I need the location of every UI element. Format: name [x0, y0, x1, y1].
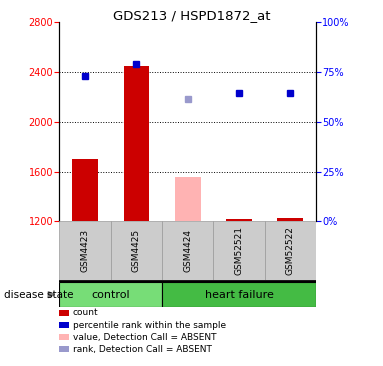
- Text: percentile rank within the sample: percentile rank within the sample: [73, 321, 226, 329]
- Text: rank, Detection Call = ABSENT: rank, Detection Call = ABSENT: [73, 345, 212, 354]
- Bar: [59, 221, 111, 280]
- Bar: [278, 218, 303, 221]
- Bar: [213, 221, 265, 280]
- Text: GSM4425: GSM4425: [132, 229, 141, 272]
- Bar: [162, 282, 316, 307]
- Text: GSM4423: GSM4423: [80, 229, 90, 272]
- Bar: [59, 282, 162, 307]
- Text: disease state: disease state: [4, 290, 73, 300]
- Text: value, Detection Call = ABSENT: value, Detection Call = ABSENT: [73, 333, 216, 341]
- Text: GSM52521: GSM52521: [234, 226, 244, 275]
- Bar: [265, 221, 316, 280]
- Text: heart failure: heart failure: [205, 290, 273, 300]
- Bar: [162, 221, 213, 280]
- Text: GDS213 / HSPD1872_at: GDS213 / HSPD1872_at: [113, 9, 270, 22]
- Bar: [226, 219, 252, 221]
- Bar: [72, 159, 98, 221]
- Bar: [175, 176, 201, 221]
- Text: control: control: [92, 290, 130, 300]
- Bar: [111, 221, 162, 280]
- Text: GSM4424: GSM4424: [183, 229, 192, 272]
- Text: count: count: [73, 309, 98, 317]
- Bar: [124, 66, 149, 221]
- Text: GSM52522: GSM52522: [286, 226, 295, 275]
